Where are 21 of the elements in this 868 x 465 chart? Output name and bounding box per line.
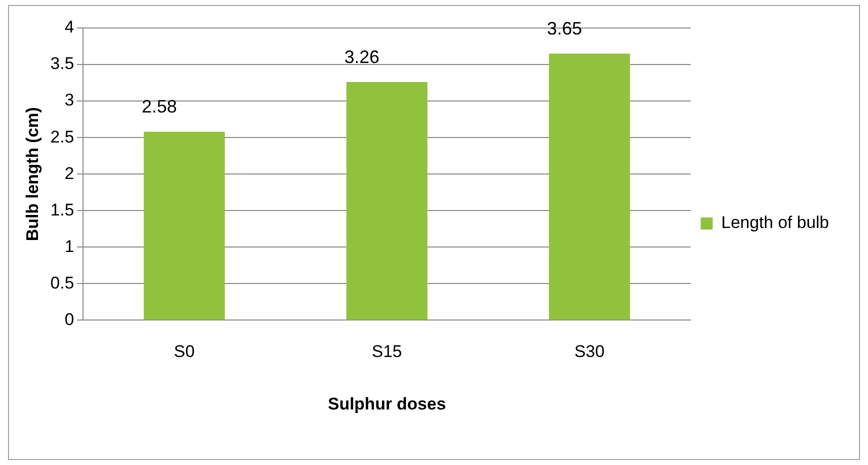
x-tick-label: S0 bbox=[174, 342, 195, 362]
data-label: 2.58 bbox=[142, 96, 177, 117]
bar bbox=[144, 132, 225, 320]
x-tick-label: S30 bbox=[574, 342, 605, 362]
y-tick-label: 0 bbox=[64, 310, 74, 329]
y-tick-label: 1 bbox=[64, 236, 74, 256]
y-tick-label: 0.5 bbox=[50, 273, 74, 292]
legend-label: Length of bulb bbox=[721, 213, 830, 232]
y-tick-label: 3 bbox=[64, 90, 74, 110]
bar bbox=[346, 82, 428, 320]
x-axis-title: Sulphur doses bbox=[328, 394, 446, 414]
y-tick-label: 2.5 bbox=[50, 127, 74, 146]
x-tick-label: S15 bbox=[372, 342, 402, 362]
y-tick-label: 4 bbox=[64, 18, 74, 37]
data-label: 3.65 bbox=[546, 18, 582, 39]
y-tick-label: 1.5 bbox=[50, 200, 74, 220]
y-tick-label: 2 bbox=[64, 164, 74, 183]
bar bbox=[548, 54, 630, 320]
y-tick-label: 3.5 bbox=[50, 54, 74, 74]
y-axis-title: Bulb length (cm) bbox=[22, 107, 42, 242]
data-label: 3.26 bbox=[344, 47, 380, 68]
